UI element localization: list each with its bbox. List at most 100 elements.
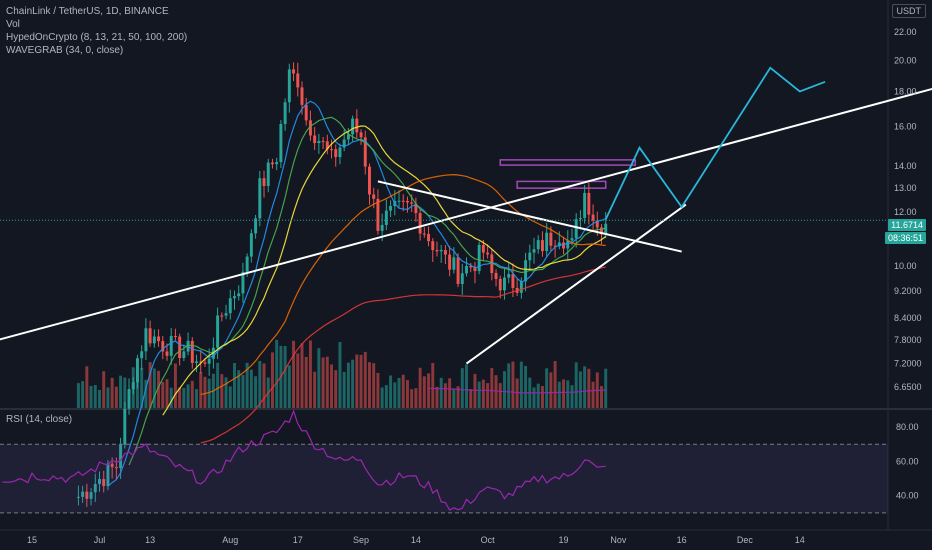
volume-bar bbox=[334, 370, 338, 408]
volume-bar bbox=[220, 374, 224, 408]
candle-body bbox=[359, 132, 363, 138]
moving-average-21 bbox=[162, 125, 607, 416]
volume-bar bbox=[389, 375, 393, 408]
candle-body bbox=[93, 483, 97, 493]
volume-bar bbox=[300, 343, 304, 408]
time-axis: 15 Jul 13 Aug 17 Sep 14 Oct 19 Nov 16 Dec 14 bbox=[27, 535, 805, 545]
volume-bar bbox=[245, 362, 249, 408]
candle-body bbox=[169, 335, 173, 356]
candle-body bbox=[237, 293, 241, 297]
candle-body bbox=[178, 336, 182, 359]
candle-body bbox=[131, 382, 135, 390]
candle-body bbox=[503, 277, 506, 291]
volume-bar bbox=[161, 381, 165, 408]
volume-bar bbox=[148, 362, 152, 408]
volume-bar bbox=[524, 365, 528, 408]
rsi-line bbox=[2, 409, 606, 511]
candle-body bbox=[114, 467, 118, 469]
volume-bar bbox=[85, 366, 89, 408]
candle-body bbox=[448, 254, 452, 270]
volume-bar bbox=[566, 380, 570, 408]
candle-body bbox=[165, 351, 169, 356]
volume-bar bbox=[325, 356, 329, 408]
rsi-legend[interactable]: RSI (14, close) bbox=[6, 414, 73, 425]
volume-bar bbox=[439, 377, 443, 408]
candle-body bbox=[258, 178, 262, 219]
volume-bar bbox=[123, 377, 127, 408]
indicator-hypedoncrypto[interactable]: HypedOnCrypto (8, 13, 21, 50, 100, 200) bbox=[6, 32, 188, 43]
candle-body bbox=[355, 118, 359, 133]
candle-body bbox=[119, 444, 123, 469]
time-tick-label: Sep bbox=[353, 535, 369, 545]
rsi-background bbox=[0, 410, 888, 530]
indicator-wavegrab[interactable]: WAVEGRAB (34, 0, close) bbox=[6, 45, 124, 56]
volume-bar bbox=[469, 389, 473, 408]
moving-average-13 bbox=[128, 116, 606, 466]
volume-bar bbox=[304, 356, 308, 408]
volume-bar bbox=[380, 387, 384, 408]
volume-bar bbox=[368, 362, 371, 408]
candle-body bbox=[317, 140, 321, 144]
volume-label[interactable]: Vol bbox=[6, 19, 20, 30]
candle-body bbox=[511, 274, 515, 288]
volume-bar bbox=[532, 387, 536, 408]
candle-body bbox=[245, 256, 249, 272]
countdown-tag: 08:36:51 bbox=[884, 232, 926, 244]
volume-bar bbox=[515, 378, 519, 408]
volume-bar bbox=[89, 385, 93, 408]
candle-body bbox=[195, 361, 199, 363]
volume-bar bbox=[355, 354, 359, 408]
volume-bar bbox=[490, 368, 494, 408]
rsi-tick-label: 80.00 bbox=[896, 422, 919, 432]
candle-body bbox=[106, 463, 110, 487]
candle-body bbox=[456, 257, 460, 285]
candle-body bbox=[494, 273, 498, 279]
currency-selector[interactable]: USDT bbox=[891, 4, 926, 18]
volume-bar bbox=[144, 379, 148, 408]
volume-bar bbox=[114, 386, 118, 408]
rsi-tick-label: 40.00 bbox=[896, 491, 919, 501]
volume-bar bbox=[519, 361, 523, 408]
candle-body bbox=[519, 281, 523, 293]
candle-body bbox=[127, 389, 131, 409]
candle-body bbox=[363, 137, 367, 167]
candle-body bbox=[98, 479, 101, 484]
price-tick-label: 8.4000 bbox=[894, 313, 922, 323]
volume-bar bbox=[507, 363, 511, 408]
time-tick-label: 16 bbox=[677, 535, 687, 545]
trendline bbox=[0, 87, 932, 341]
candle-body bbox=[157, 336, 161, 342]
candle-body bbox=[190, 340, 194, 363]
candle-body bbox=[384, 210, 388, 225]
price-tick-label: 10.00 bbox=[894, 261, 917, 271]
volume-bar bbox=[313, 371, 317, 408]
candle-body bbox=[553, 245, 557, 247]
candle-body bbox=[422, 233, 426, 235]
candle-body bbox=[431, 241, 435, 251]
volume-bar bbox=[216, 362, 220, 408]
volume-bar bbox=[203, 376, 207, 408]
candle-body bbox=[566, 240, 570, 249]
volume-bar bbox=[384, 385, 388, 408]
candle-body bbox=[254, 218, 258, 234]
volume-bar bbox=[98, 389, 101, 408]
candle-body bbox=[397, 200, 401, 202]
price-tick-label: 7.8000 bbox=[894, 335, 922, 345]
candle-body bbox=[330, 149, 333, 151]
time-tick-label: Nov bbox=[610, 535, 627, 545]
volume-bar bbox=[359, 354, 363, 408]
volume-bar bbox=[503, 371, 506, 408]
candle-body bbox=[342, 139, 346, 148]
volume-bar bbox=[93, 385, 97, 408]
candle-body bbox=[203, 362, 207, 364]
symbol-title[interactable]: ChainLink / TetherUS, 1D, BINANCE bbox=[6, 6, 169, 17]
volume-bar bbox=[481, 379, 485, 408]
candle-body bbox=[460, 273, 464, 285]
candle-body bbox=[389, 206, 393, 211]
volume-bar bbox=[119, 375, 123, 408]
candle-body bbox=[228, 298, 232, 314]
volume-bar bbox=[393, 382, 397, 408]
volume-bar bbox=[165, 379, 169, 408]
trendline bbox=[377, 180, 682, 253]
